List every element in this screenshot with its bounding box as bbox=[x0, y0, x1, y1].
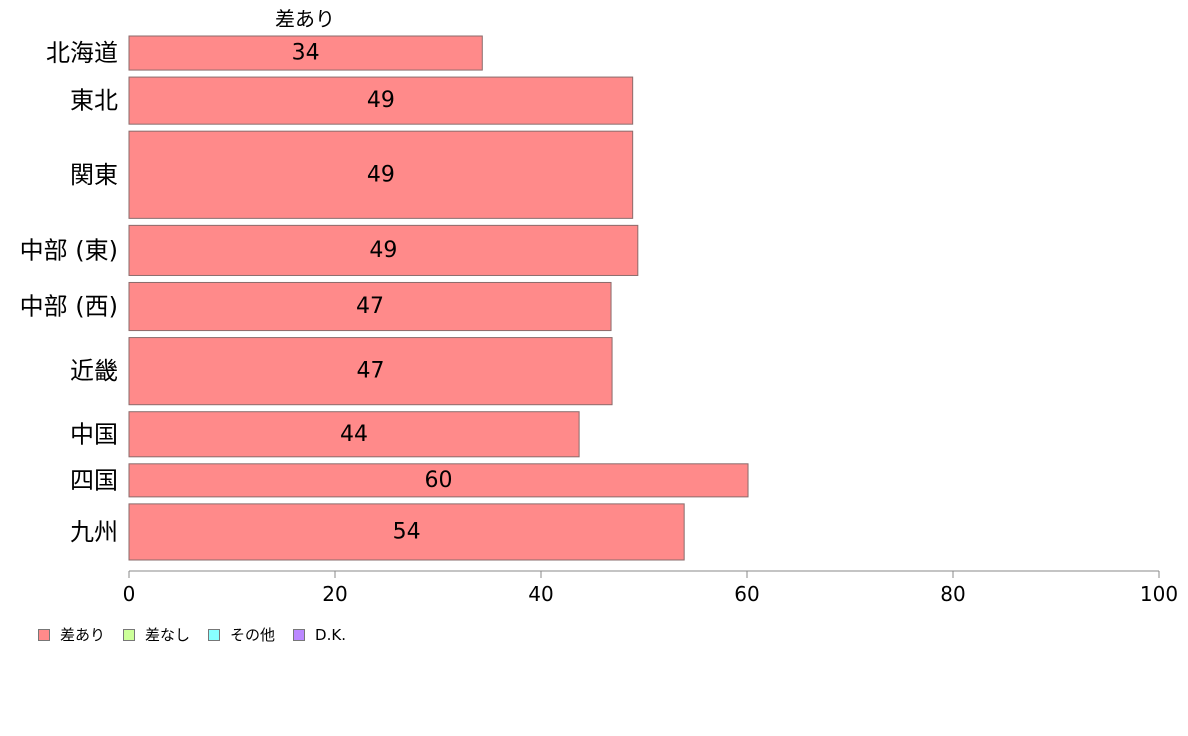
bar bbox=[128, 130, 634, 219]
legend-swatch bbox=[123, 628, 136, 641]
bar bbox=[128, 76, 634, 125]
bar bbox=[128, 463, 749, 498]
bar-chart: 差あり 34 北海道 49 東北 49 関東 49 中部 (東) 47 中部 (西) 47 近畿 44 中国… bbox=[20, 7, 1178, 606]
category-label: 四国 bbox=[70, 466, 118, 494]
bar bbox=[128, 281, 612, 332]
data-label: 49 bbox=[369, 238, 397, 263]
data-label: 34 bbox=[292, 41, 320, 66]
category-label: 近畿 bbox=[70, 357, 118, 385]
category-label: 北海道 bbox=[46, 39, 118, 67]
legend-swatch bbox=[38, 628, 50, 641]
series-header: 差あり bbox=[275, 7, 335, 31]
bar bbox=[128, 35, 483, 71]
legend-swatch bbox=[293, 628, 306, 641]
data-label: 49 bbox=[367, 162, 395, 187]
x-tick-label: 80 bbox=[940, 582, 965, 606]
legend-swatch bbox=[208, 628, 221, 641]
category-label: 関東 bbox=[70, 161, 118, 189]
legend-item: その他 bbox=[208, 624, 275, 645]
legend-label: その他 bbox=[230, 626, 276, 644]
legend-item: 差あり bbox=[38, 624, 105, 645]
category-label: 中部 (東) bbox=[20, 236, 118, 264]
data-label: 60 bbox=[425, 468, 453, 493]
data-label: 54 bbox=[393, 519, 421, 544]
legend-item: D.K. bbox=[293, 624, 346, 645]
legend-label: 差あり bbox=[60, 626, 106, 644]
x-tick-label: 100 bbox=[1140, 582, 1178, 606]
bar bbox=[128, 337, 613, 406]
x-tick-label: 0 bbox=[123, 582, 136, 606]
category-label: 九州 bbox=[70, 518, 118, 546]
legend: 差あり 差なし その他 D.K. bbox=[38, 624, 346, 645]
data-label: 49 bbox=[367, 88, 395, 113]
x-tick-label: 20 bbox=[322, 582, 347, 606]
data-label: 47 bbox=[356, 294, 384, 319]
legend-label: D.K. bbox=[315, 625, 346, 644]
data-label: 44 bbox=[340, 422, 368, 447]
x-tick-label: 60 bbox=[734, 582, 759, 606]
category-label: 東北 bbox=[70, 87, 118, 115]
x-tick-label: 40 bbox=[528, 582, 553, 606]
category-label: 中部 (西) bbox=[20, 293, 118, 321]
bar bbox=[128, 224, 639, 276]
bar bbox=[128, 503, 685, 561]
legend-item: 差なし bbox=[123, 624, 190, 645]
bar bbox=[128, 411, 580, 458]
category-label: 中国 bbox=[70, 420, 118, 448]
data-label: 47 bbox=[357, 359, 385, 384]
legend-label: 差なし bbox=[145, 626, 191, 644]
